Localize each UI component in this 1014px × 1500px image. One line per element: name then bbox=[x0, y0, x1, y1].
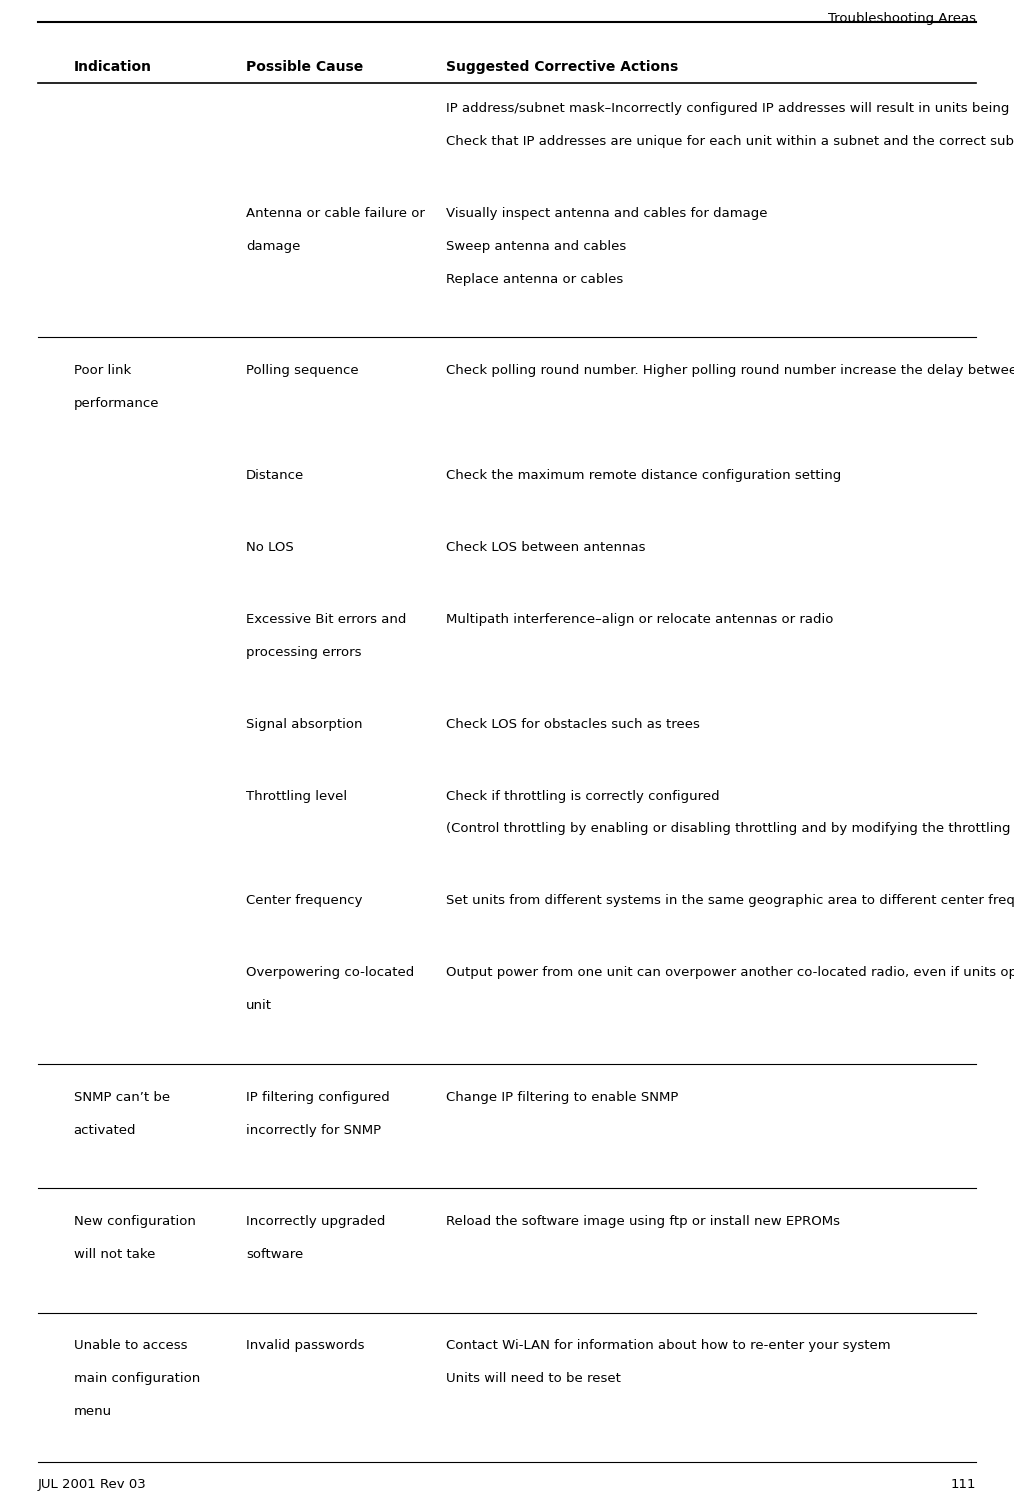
Text: Sweep antenna and cables: Sweep antenna and cables bbox=[446, 240, 627, 254]
Text: Incorrectly upgraded: Incorrectly upgraded bbox=[246, 1215, 385, 1228]
Text: Troubleshooting Areas: Troubleshooting Areas bbox=[828, 12, 976, 26]
Text: IP address/subnet mask–Incorrectly configured IP addresses will result in units : IP address/subnet mask–Incorrectly confi… bbox=[446, 102, 1014, 116]
Text: damage: damage bbox=[246, 240, 300, 254]
Text: software: software bbox=[246, 1248, 303, 1262]
Text: Distance: Distance bbox=[246, 470, 304, 482]
Text: Invalid passwords: Invalid passwords bbox=[246, 1340, 365, 1353]
Text: Change IP filtering to enable SNMP: Change IP filtering to enable SNMP bbox=[446, 1090, 678, 1104]
Text: unit: unit bbox=[246, 999, 272, 1012]
Text: Excessive Bit errors and: Excessive Bit errors and bbox=[246, 614, 407, 626]
Text: New configuration: New configuration bbox=[74, 1215, 196, 1228]
Text: JUL 2001 Rev 03: JUL 2001 Rev 03 bbox=[38, 1478, 147, 1491]
Text: Multipath interference–align or relocate antennas or radio: Multipath interference–align or relocate… bbox=[446, 614, 834, 626]
Text: menu: menu bbox=[74, 1406, 112, 1417]
Text: Reload the software image using ftp or install new EPROMs: Reload the software image using ftp or i… bbox=[446, 1215, 840, 1228]
Text: Center frequency: Center frequency bbox=[246, 894, 363, 908]
Text: Check LOS between antennas: Check LOS between antennas bbox=[446, 542, 646, 554]
Text: Poor link: Poor link bbox=[74, 364, 131, 376]
Text: Possible Cause: Possible Cause bbox=[246, 60, 363, 74]
Text: activated: activated bbox=[74, 1124, 136, 1137]
Text: performance: performance bbox=[74, 398, 159, 410]
Text: 111: 111 bbox=[950, 1478, 976, 1491]
Text: Check that IP addresses are unique for each unit within a subnet and the correct: Check that IP addresses are unique for e… bbox=[446, 135, 1014, 148]
Text: No LOS: No LOS bbox=[246, 542, 294, 554]
Text: Indication: Indication bbox=[74, 60, 152, 74]
Text: Antenna or cable failure or: Antenna or cable failure or bbox=[246, 207, 425, 220]
Text: Overpowering co-located: Overpowering co-located bbox=[246, 966, 415, 980]
Text: Throttling level: Throttling level bbox=[246, 789, 348, 802]
Text: Replace antenna or cables: Replace antenna or cables bbox=[446, 273, 624, 285]
Text: SNMP can’t be: SNMP can’t be bbox=[74, 1090, 169, 1104]
Text: IP filtering configured: IP filtering configured bbox=[246, 1090, 390, 1104]
Text: Unable to access: Unable to access bbox=[74, 1340, 188, 1353]
Text: Visually inspect antenna and cables for damage: Visually inspect antenna and cables for … bbox=[446, 207, 768, 220]
Text: Output power from one unit can overpower another co-located radio, even if units: Output power from one unit can overpower… bbox=[446, 966, 1014, 980]
Text: Polling sequence: Polling sequence bbox=[246, 364, 359, 376]
Text: Check polling round number. Higher polling round number increase the delay betwe: Check polling round number. Higher polli… bbox=[446, 364, 1014, 376]
Text: main configuration: main configuration bbox=[74, 1372, 200, 1384]
Text: processing errors: processing errors bbox=[246, 645, 362, 658]
Text: Contact Wi-LAN for information about how to re-enter your system: Contact Wi-LAN for information about how… bbox=[446, 1340, 890, 1353]
Text: (Control throttling by enabling or disabling throttling and by modifying the thr: (Control throttling by enabling or disab… bbox=[446, 822, 1014, 836]
Text: Check if throttling is correctly configured: Check if throttling is correctly configu… bbox=[446, 789, 720, 802]
Text: incorrectly for SNMP: incorrectly for SNMP bbox=[246, 1124, 381, 1137]
Text: Signal absorption: Signal absorption bbox=[246, 717, 363, 730]
Text: Set units from different systems in the same geographic area to different center: Set units from different systems in the … bbox=[446, 894, 1014, 908]
Text: will not take: will not take bbox=[74, 1248, 155, 1262]
Text: Suggested Corrective Actions: Suggested Corrective Actions bbox=[446, 60, 678, 74]
Text: Units will need to be reset: Units will need to be reset bbox=[446, 1372, 621, 1384]
Text: Check LOS for obstacles such as trees: Check LOS for obstacles such as trees bbox=[446, 717, 700, 730]
Text: Check the maximum remote distance configuration setting: Check the maximum remote distance config… bbox=[446, 470, 842, 482]
